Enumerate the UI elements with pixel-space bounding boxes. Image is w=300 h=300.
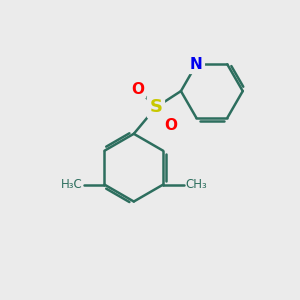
Text: N: N <box>190 57 203 72</box>
Text: O: O <box>131 82 144 97</box>
Text: O: O <box>165 118 178 133</box>
Text: S: S <box>149 98 162 116</box>
Text: H₃C: H₃C <box>61 178 82 191</box>
Text: CH₃: CH₃ <box>185 178 207 191</box>
